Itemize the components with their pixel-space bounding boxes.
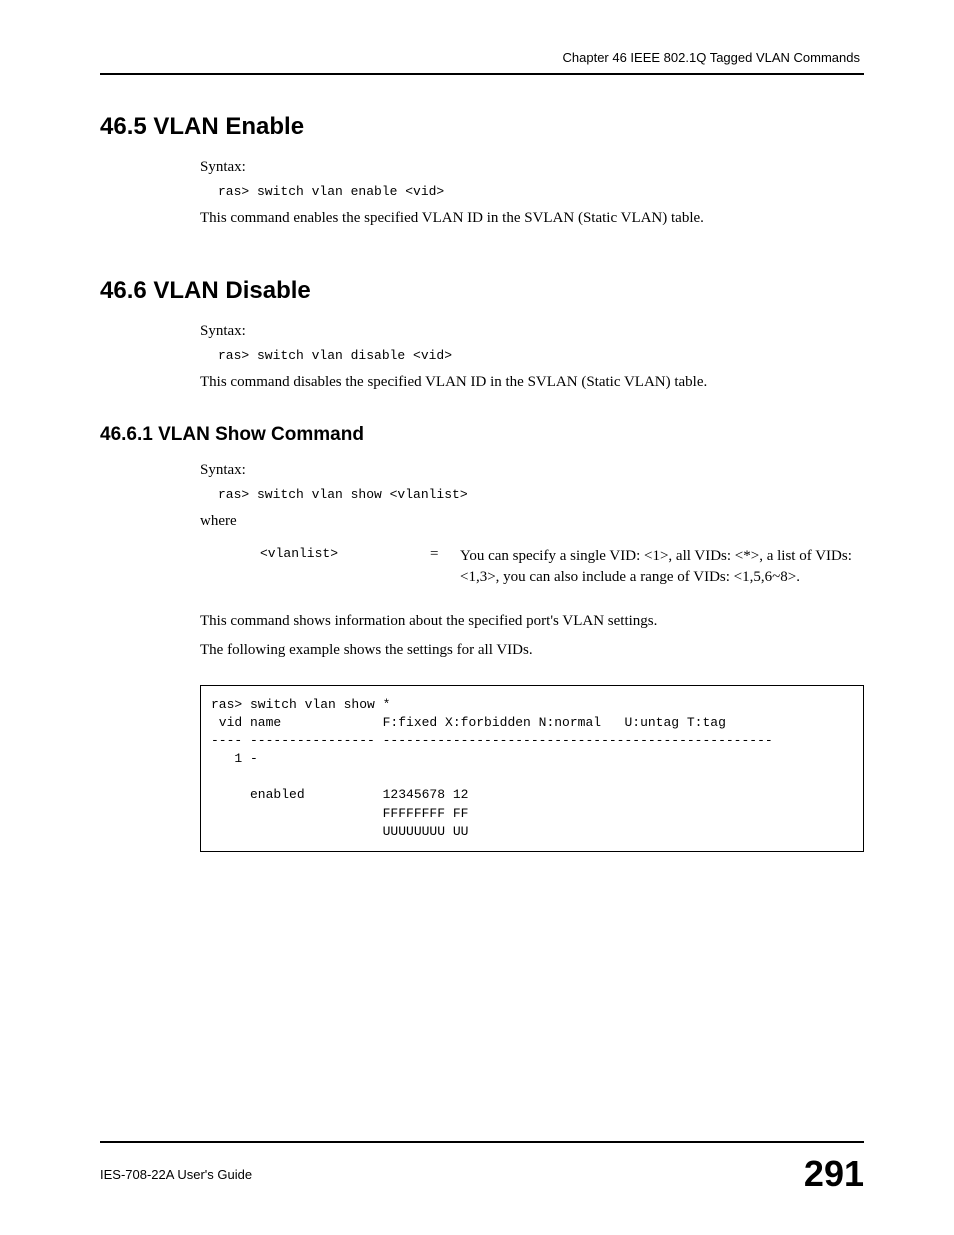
section-466-heading: 46.6 VLAN Disable — [100, 277, 864, 305]
page-container: Chapter 46 IEEE 802.1Q Tagged VLAN Comma… — [0, 0, 954, 1235]
where-label: where — [200, 512, 864, 532]
section-465-heading: 46.5 VLAN Enable — [100, 113, 864, 141]
footer-rule — [100, 1141, 864, 1143]
footer-guide-text: IES-708-22A User's Guide — [100, 1167, 252, 1182]
section-4661-desc2: The following example shows the settings… — [200, 641, 864, 661]
page-footer: IES-708-22A User's Guide 291 — [100, 1141, 864, 1195]
syntax-code: ras> switch vlan show <vlanlist> — [218, 487, 864, 502]
header-rule — [100, 73, 864, 75]
footer-row: IES-708-22A User's Guide 291 — [100, 1153, 864, 1195]
section-466-body: Syntax: ras> switch vlan disable <vid> T… — [200, 323, 864, 393]
syntax-label: Syntax: — [200, 323, 864, 340]
section-465-body: Syntax: ras> switch vlan enable <vid> Th… — [200, 159, 864, 229]
syntax-label: Syntax: — [200, 159, 864, 176]
param-desc: You can specify a single VID: <1>, all V… — [460, 546, 864, 588]
param-equals: = — [430, 546, 460, 588]
section-466-desc: This command disables the specified VLAN… — [200, 373, 864, 393]
section-4661-body: Syntax: ras> switch vlan show <vlanlist>… — [200, 462, 864, 852]
page-number: 291 — [804, 1153, 864, 1195]
syntax-code: ras> switch vlan enable <vid> — [218, 184, 864, 199]
param-name: <vlanlist> — [260, 546, 430, 588]
section-465-desc: This command enables the specified VLAN … — [200, 209, 864, 229]
param-table: <vlanlist> = You can specify a single VI… — [260, 546, 864, 588]
syntax-code: ras> switch vlan disable <vid> — [218, 348, 864, 363]
example-code-box: ras> switch vlan show * vid name F:fixed… — [200, 685, 864, 853]
section-4661-desc1: This command shows information about the… — [200, 612, 864, 632]
section-4661-heading: 46.6.1 VLAN Show Command — [100, 424, 864, 446]
syntax-label: Syntax: — [200, 462, 864, 479]
page-header-chapter: Chapter 46 IEEE 802.1Q Tagged VLAN Comma… — [100, 50, 864, 65]
